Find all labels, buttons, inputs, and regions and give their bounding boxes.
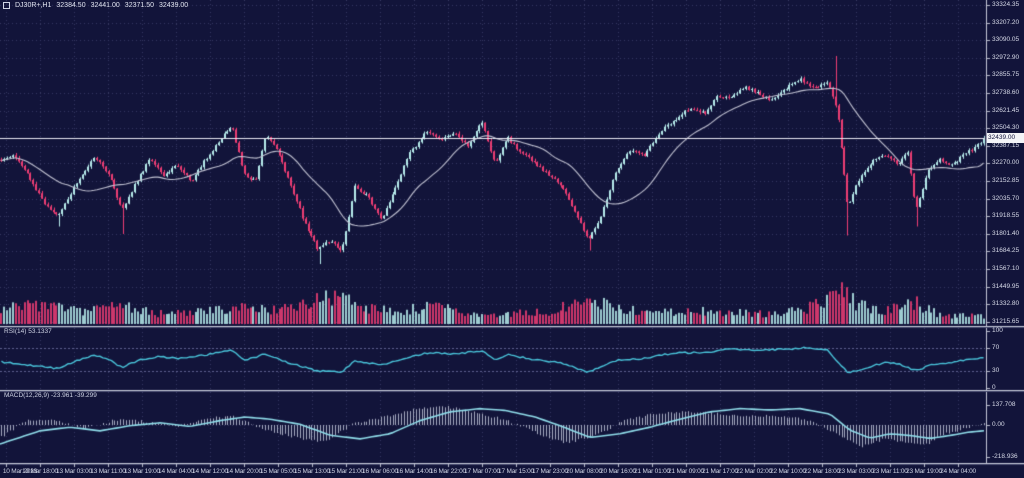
time-axis-label: 16 Mar 06:00 [362, 468, 398, 475]
price-axis-label: 31801.40 [992, 230, 1020, 237]
time-axis-label: 22 Mar 10:00 [770, 468, 806, 475]
price-axis-label: 32035.70 [992, 195, 1020, 202]
price-axis-label: 31684.25 [992, 247, 1020, 254]
price-axis-label: 32504.30 [992, 124, 1020, 131]
time-axis-label: 10 Mar 2023 [2, 468, 38, 475]
rsi-indicator-label: RSI(14) 53.1337 [4, 328, 52, 335]
price-axis-label: 33324.35 [992, 1, 1020, 8]
rsi-axis-label: 30 [992, 367, 1000, 374]
rsi-axis-label: 70 [992, 344, 1000, 351]
time-axis-label: 20 Mar 08:00 [566, 468, 602, 475]
price-axis-label: 32387.15 [992, 142, 1020, 149]
time-axis-label: 14 Mar 04:00 [158, 468, 194, 475]
time-axis-label: 16 Mar 22:00 [430, 468, 466, 475]
time-axis-label: 15 Mar 21:00 [328, 468, 364, 475]
ohlc-high: 32441.00 [90, 2, 120, 9]
time-axis-label: 23 Mar 03:00 [838, 468, 874, 475]
price-axis-label: 31567.10 [992, 265, 1020, 272]
rsi-axis-label: 100 [992, 327, 1003, 334]
time-axis-label: 22 Mar 18:00 [804, 468, 840, 475]
time-axis-label: 21 Mar 09:00 [668, 468, 704, 475]
price-axis-label: 31918.55 [992, 212, 1020, 219]
price-axis-label: 32152.85 [992, 177, 1020, 184]
time-axis-label: 21 Mar 17:00 [702, 468, 738, 475]
macd-indicator-label: MACD(12,26,9) -23.961 -39.299 [4, 392, 97, 399]
macd-axis-label: -218.936 [992, 453, 1018, 460]
time-axis-label: 23 Mar 11:00 [872, 468, 908, 475]
time-axis-label: 23 Mar 19:00 [906, 468, 942, 475]
time-axis-label: 13 Mar 19:00 [124, 468, 160, 475]
ohlc-open: 32384.50 [56, 2, 86, 9]
time-axis-label: 13 Mar 11:00 [90, 468, 126, 475]
macd-axis-label: 0.00 [992, 421, 1005, 428]
ohlc-low: 32371.50 [124, 2, 154, 9]
price-axis-label: 32738.60 [992, 89, 1020, 96]
time-axis-label: 21 Mar 01:00 [634, 468, 670, 475]
chart-title: DJ30R+,H1 32384.50 32441.00 32371.50 324… [3, 2, 188, 9]
time-axis-label: 24 Mar 04:00 [940, 468, 976, 475]
ohlc-close: 32439.00 [159, 2, 189, 9]
price-axis-label: 31215.65 [992, 318, 1020, 325]
price-axis-label: 31449.95 [992, 283, 1020, 290]
price-axis-label: 33207.20 [992, 19, 1020, 26]
time-axis-label: 13 Mar 03:00 [56, 468, 92, 475]
time-axis-label: 10 Mar 18:00 [22, 468, 58, 475]
time-axis-label: 14 Mar 12:00 [192, 468, 228, 475]
price-axis-label: 32270.00 [992, 159, 1020, 166]
time-axis-label: 22 Mar 02:00 [736, 468, 772, 475]
price-axis-label: 32855.75 [992, 71, 1020, 78]
time-axis-label: 16 Mar 14:00 [396, 468, 432, 475]
macd-axis-label: 137.708 [992, 401, 1016, 408]
time-axis-label: 20 Mar 16:00 [600, 468, 636, 475]
time-axis-label: 17 Mar 15:00 [498, 468, 534, 475]
price-axis-label: 32621.45 [992, 107, 1020, 114]
price-axis-label: 31332.80 [992, 300, 1020, 307]
time-axis-label: 15 Mar 05:00 [260, 468, 296, 475]
current-price-tag: 32439.00 [987, 133, 1024, 143]
price-axis-label: 33090.05 [992, 36, 1020, 43]
symbol-timeframe: DJ30R+,H1 [15, 2, 52, 9]
time-axis-label: 14 Mar 20:00 [226, 468, 262, 475]
price-axis-label: 32972.90 [992, 54, 1020, 61]
time-axis-label: 15 Mar 13:00 [294, 468, 330, 475]
time-axis-label: 17 Mar 23:00 [532, 468, 568, 475]
time-axis-label: 17 Mar 07:00 [464, 468, 500, 475]
symbol-icon [3, 2, 10, 9]
rsi-axis-label: 0 [992, 384, 996, 391]
